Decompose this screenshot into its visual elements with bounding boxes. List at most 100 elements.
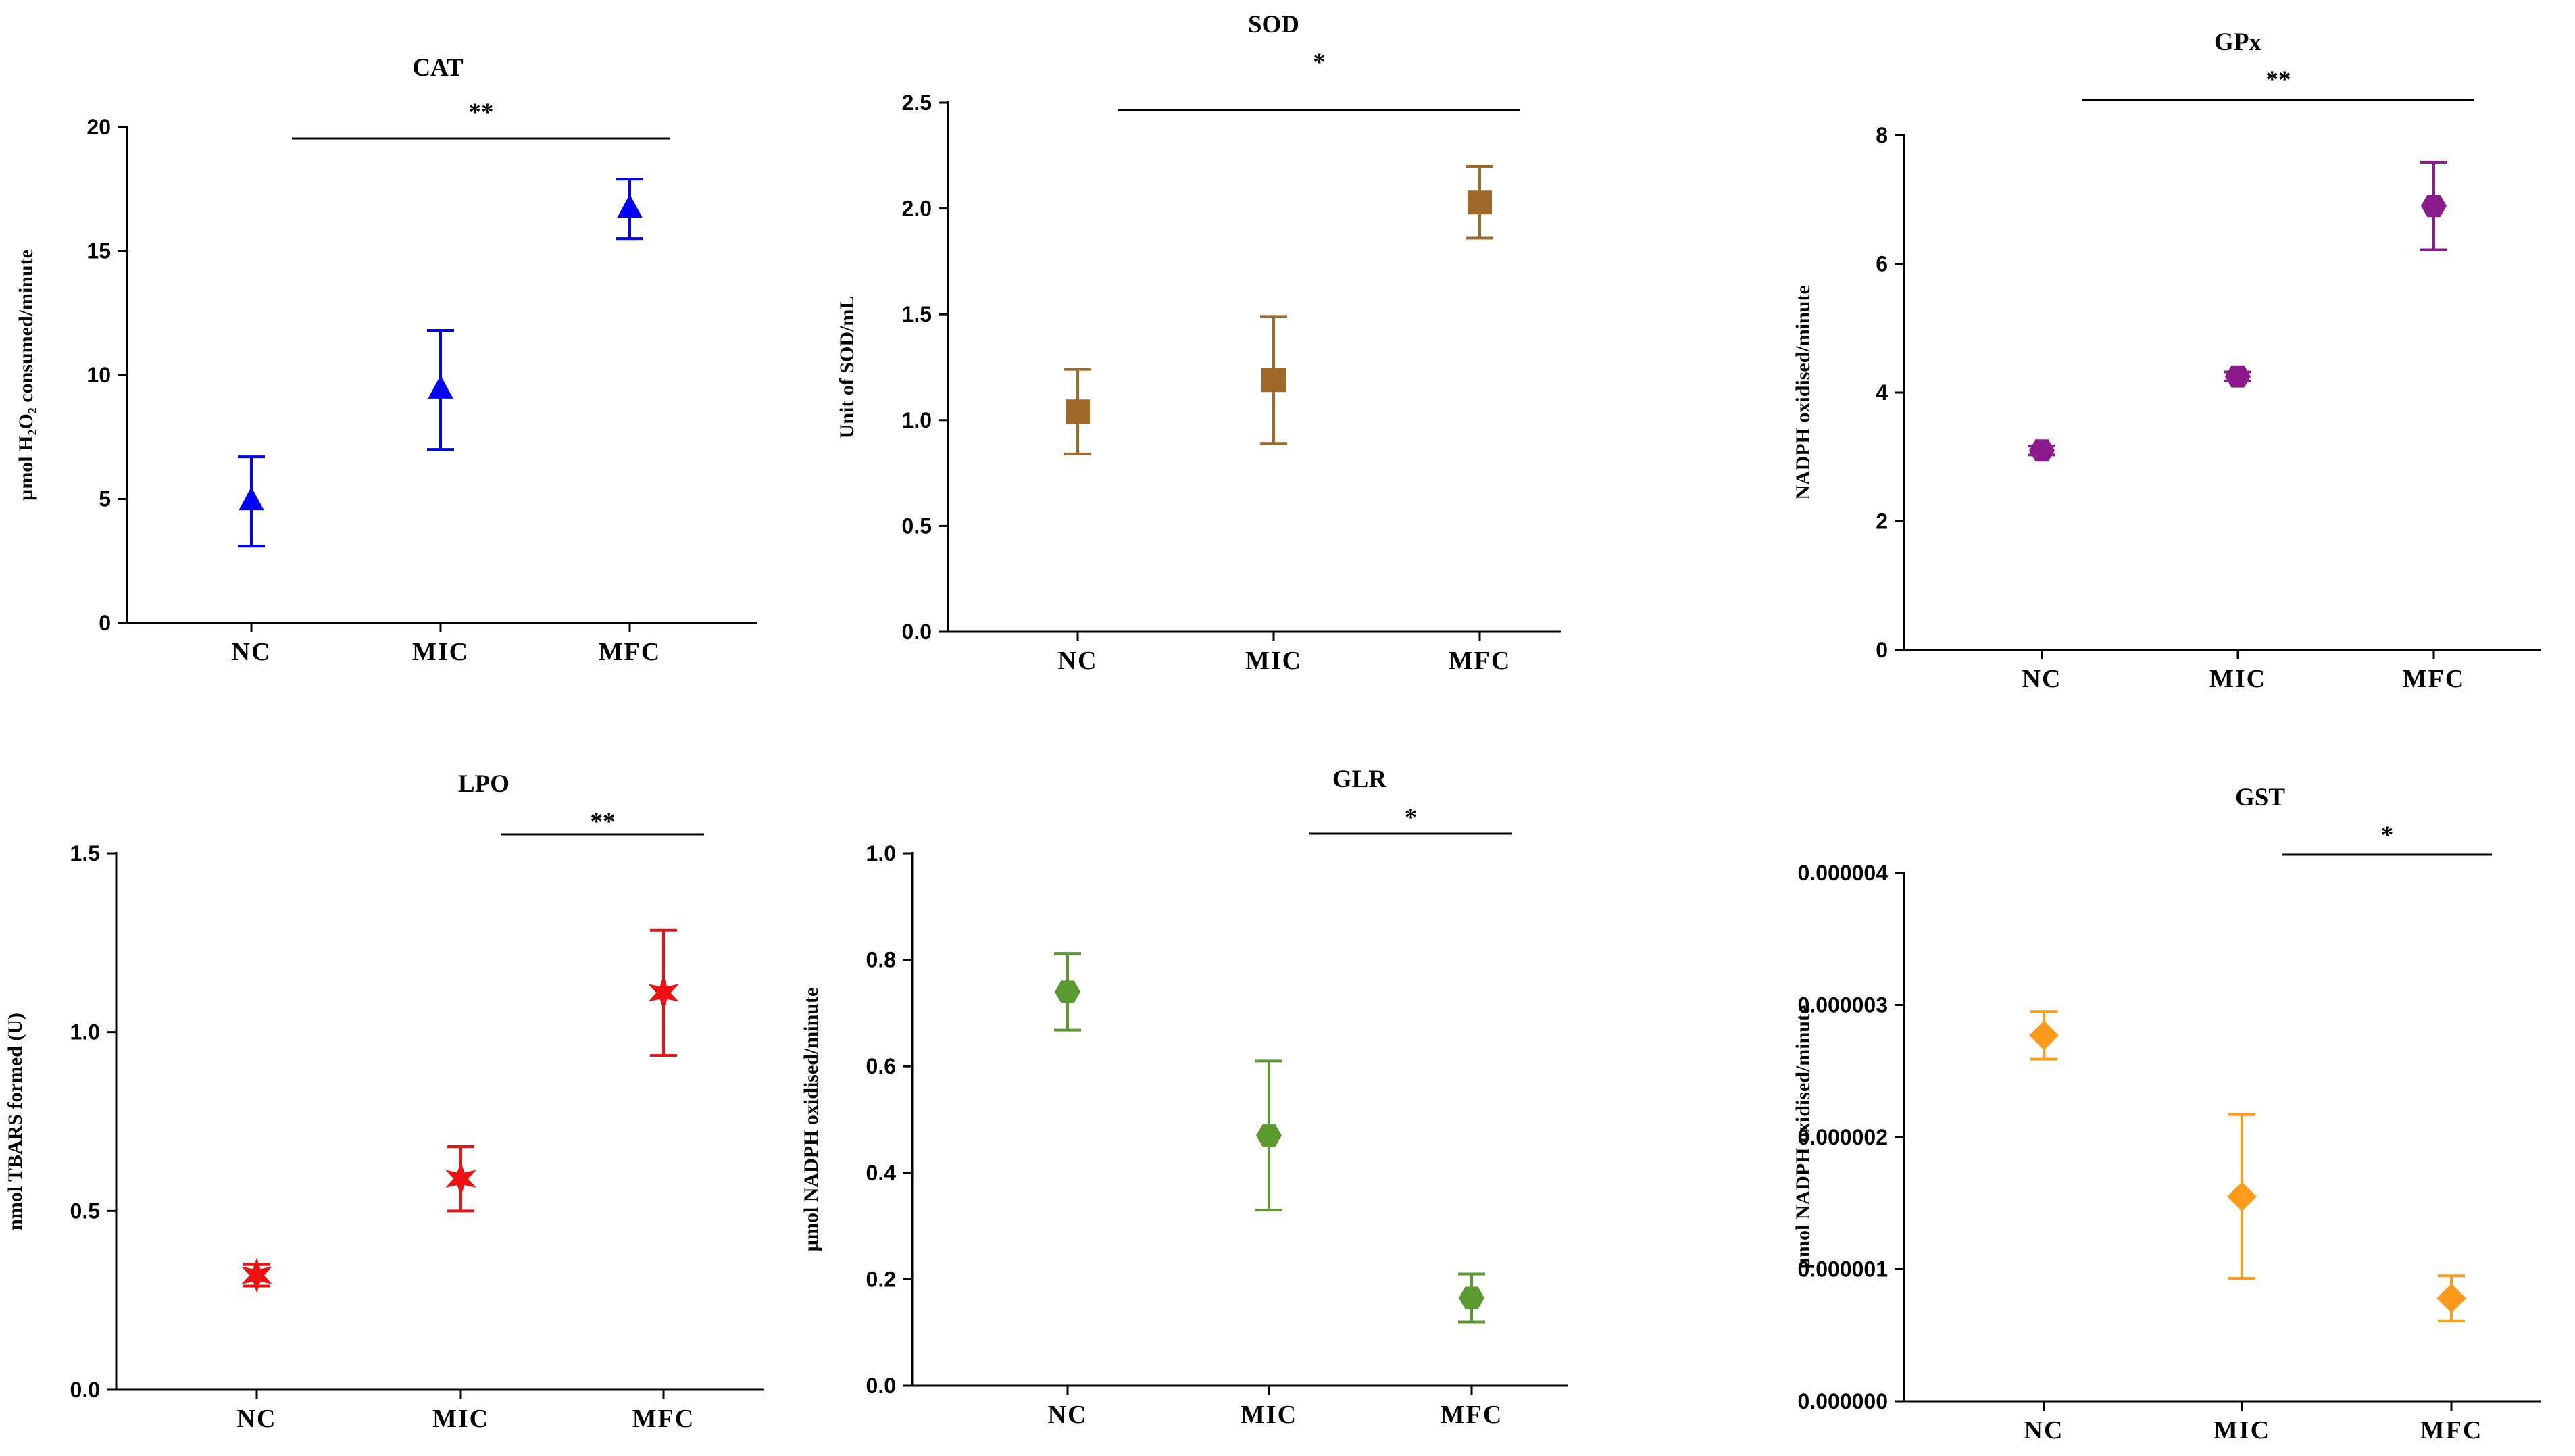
chart-panel-cat: 0 5 10 15 20 NC MIC MFC µmol H₂O₂ consumed/minut… (15, 54, 757, 666)
y-tick-label: 6 (1876, 252, 1888, 276)
data-marker (2227, 1182, 2257, 1211)
data-point-nc (241, 1257, 272, 1293)
significance-label: ** (591, 808, 616, 836)
y-tick-label: 0.5 (70, 1199, 100, 1223)
y-axis-label: µmol H₂O₂ consumed/minute (15, 249, 37, 501)
data-marker (1261, 368, 1286, 393)
x-category-label: MIC (412, 638, 469, 666)
chart-panel-sod: 0.0 0.5 1.0 1.5 2.0 2.5 NC MIC MFC Unit of SOD/mL… (836, 11, 1561, 675)
data-point-mic (2224, 365, 2251, 388)
data-marker (1255, 1124, 1282, 1147)
chart-panel-gpx: 0 2 4 6 8 NC MIC MFC NADPH oxidised/minute GPx** (1792, 28, 2541, 693)
y-tick-label: 0 (99, 611, 111, 635)
data-marker (2029, 1020, 2059, 1051)
x-category-label: MFC (2403, 665, 2466, 693)
x-category-label: MFC (1441, 1401, 1503, 1429)
y-tick-label: 1.0 (902, 408, 932, 432)
x-category-label: MIC (1245, 647, 1302, 675)
chart-panel-lpo: 0.0 0.5 1.0 1.5 NC MIC MFC nmol TBARS formed (U… (4, 770, 764, 1433)
y-tick-label: 20 (86, 115, 111, 139)
significance-label: * (2381, 822, 2394, 849)
y-tick-label: 0.0 (70, 1378, 100, 1402)
x-category-label: MFC (632, 1405, 695, 1433)
data-marker (2436, 1283, 2466, 1313)
data-point-mic (427, 328, 454, 451)
data-marker (1458, 1286, 1485, 1309)
chart-title: GPx (2214, 28, 2261, 56)
data-marker (428, 375, 453, 399)
data-point-mic (1255, 1059, 1282, 1211)
x-category-label: MIC (2209, 665, 2266, 693)
y-tick-label: 0.000003 (1798, 993, 1888, 1018)
significance-label: ** (469, 99, 494, 126)
data-point-mic (2227, 1113, 2257, 1280)
data-marker (445, 1161, 476, 1197)
data-point-nc (1054, 952, 1081, 1032)
y-tick-label: 0.8 (866, 948, 896, 972)
x-category-label: NC (1058, 647, 1098, 675)
y-axis-label: NADPH oxidised/minute (1792, 285, 1814, 500)
y-tick-label: 5 (99, 487, 111, 511)
y-axis-label: Unit of SOD/mL (836, 296, 858, 439)
data-point-mfc (1458, 1272, 1485, 1324)
x-category-label: MFC (1449, 647, 1511, 675)
data-point-mfc (1466, 164, 1493, 240)
y-tick-label: 1.0 (866, 841, 896, 865)
x-category-label: MIC (1241, 1401, 1297, 1429)
data-point-nc (238, 455, 265, 548)
data-marker (1054, 980, 1081, 1003)
data-point-mfc (2436, 1274, 2466, 1322)
y-tick-label: 0.6 (866, 1054, 896, 1078)
chart-title: CAT (412, 54, 464, 82)
significance-label: * (1313, 49, 1326, 76)
y-tick-label: 15 (86, 239, 111, 263)
y-tick-label: 0.0 (866, 1374, 896, 1398)
x-category-label: MFC (2420, 1416, 2483, 1445)
data-marker (241, 1257, 272, 1293)
y-tick-label: 8 (1876, 123, 1888, 147)
data-point-nc (2029, 1010, 2059, 1061)
y-tick-label: 0.2 (866, 1267, 896, 1291)
y-axis-label: nmol TBARS formed (U) (4, 1013, 26, 1230)
data-marker (2224, 365, 2251, 388)
chart-panel-glr: 0.0 0.2 0.4 0.6 0.8 1.0 NC MIC MFC µmol NADPH oxi… (800, 765, 1568, 1429)
y-tick-label: 0.0 (902, 620, 932, 644)
y-tick-label: 1.0 (70, 1020, 100, 1045)
y-tick-label: 2.0 (902, 197, 932, 221)
chart-title: GST (2235, 784, 2285, 811)
x-category-label: NC (1048, 1401, 1088, 1429)
y-tick-label: 0.4 (866, 1161, 897, 1185)
y-axis-label: µmol NADPH oxidised/minute (800, 988, 822, 1252)
y-tick-label: 0.000002 (1798, 1125, 1888, 1149)
data-marker (2420, 195, 2447, 218)
y-tick-label: 0.000004 (1798, 861, 1889, 885)
x-category-label: MFC (599, 638, 661, 666)
data-point-mfc (2420, 161, 2447, 251)
data-marker (1468, 190, 1492, 215)
y-tick-label: 10 (86, 363, 111, 387)
data-marker (648, 975, 679, 1011)
y-tick-label: 0.000001 (1798, 1257, 1888, 1282)
data-marker (1066, 399, 1090, 424)
significance-label: * (1405, 804, 1418, 832)
chart-title: GLR (1332, 765, 1387, 793)
y-tick-label: 0.000000 (1798, 1389, 1888, 1413)
x-category-label: MIC (432, 1405, 489, 1433)
y-tick-label: 0.5 (902, 513, 932, 538)
x-category-label: NC (2024, 1416, 2064, 1445)
significance-label: ** (2266, 66, 2291, 94)
data-point-nc (2028, 439, 2055, 462)
x-category-label: NC (232, 638, 272, 666)
data-point-mic (1260, 315, 1287, 445)
data-marker (239, 486, 264, 511)
chart-panel-gst: 0.000000 0.000001 0.000002 0.000003 0.000004… (1792, 784, 2541, 1445)
y-tick-label: 4 (1876, 380, 1888, 405)
chart-title: SOD (1248, 11, 1299, 39)
data-point-mfc (616, 178, 643, 241)
y-tick-label: 1.5 (70, 841, 100, 865)
y-tick-label: 0 (1876, 638, 1888, 662)
data-marker (2028, 439, 2055, 462)
data-point-mic (445, 1145, 476, 1213)
data-point-mfc (648, 928, 679, 1057)
